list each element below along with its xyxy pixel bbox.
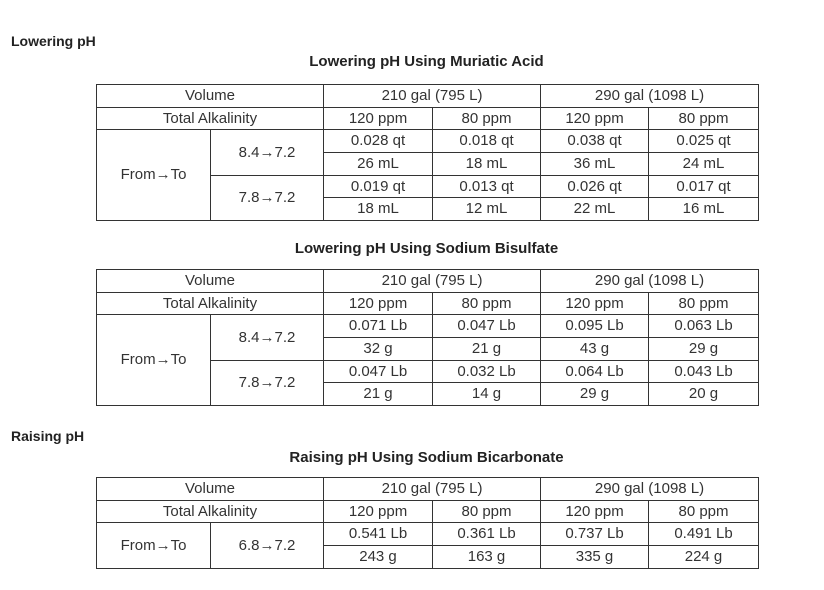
- table-cell: 21 g: [432, 337, 542, 361]
- table-row: 21 g 14 g 29 g 20 g: [97, 382, 760, 407]
- table-cell: 24 mL: [648, 152, 760, 176]
- table-cell: 8.4→7.2: [209, 129, 325, 176]
- table-cell: 22 mL: [540, 197, 650, 222]
- table-cell: 7.8→7.2: [209, 359, 325, 407]
- table-cell: 0.013 qt: [432, 174, 542, 199]
- table-cell: 36 mL: [540, 152, 650, 176]
- table-cell: 0.491 Lb: [648, 522, 760, 547]
- table-cell: 120 ppm: [540, 291, 650, 316]
- table-cell: 21 g: [323, 382, 434, 407]
- table-cell: 0.026 qt: [540, 174, 650, 199]
- table-cell: 12 mL: [432, 197, 542, 222]
- table-title: Lowering pH Using Muriatic Acid: [309, 53, 544, 70]
- alkalinity-row: Total Alkalinity 120 ppm 80 ppm 120 ppm 80 p…: [95, 106, 760, 131]
- alkalinity-row: Total Alkalinity 120 ppm 80 ppm 120 ppm 80 p…: [95, 291, 760, 316]
- table-cell: 26 mL: [323, 152, 434, 176]
- table-cell: 0.071 Lb: [323, 314, 434, 339]
- table-cell: 29 g: [540, 382, 650, 407]
- table-row: 243 g 163 g 335 g 224 g: [97, 545, 760, 569]
- table-cell: 80 ppm: [648, 106, 760, 131]
- table-cell: 0.737 Lb: [540, 522, 650, 547]
- table-cell: 80 ppm: [432, 499, 542, 524]
- table-cell: 290 gal (1098 L): [540, 84, 760, 108]
- table-cell: 43 g: [540, 337, 650, 361]
- volume-row: Volume 210 gal (795 L) 290 gal (1098 L): [95, 84, 760, 108]
- table-cell: 18 mL: [323, 197, 434, 222]
- table-cell: 210 gal (795 L): [323, 84, 542, 108]
- table-cell: 120 ppm: [540, 499, 650, 524]
- table-cell: 0.025 qt: [648, 129, 760, 154]
- table-cell: 80 ppm: [432, 291, 542, 316]
- table-title: Lowering pH Using Sodium Bisulfate: [294, 240, 559, 257]
- table-cell: From→To: [96, 314, 211, 407]
- table-row: 7.8→7.2 0.047 Lb 0.032 Lb 0.064 Lb 0.043 Lb: [97, 359, 760, 407]
- sodium-bisulfate-table: Volume 210 gal (795 L) 290 gal (1098 L) Tot…: [95, 269, 760, 407]
- table-cell: 80 ppm: [648, 291, 760, 316]
- table-cell: 0.018 qt: [432, 129, 542, 154]
- table-cell: 6.8→7.2: [209, 522, 325, 569]
- muriatic-acid-table: Volume 210 gal (795 L) 290 gal (1098 L) Tot…: [95, 84, 760, 222]
- table-cell: From→To: [96, 522, 211, 569]
- table-cell: 224 g: [648, 545, 760, 569]
- table-cell: Total Alkalinity: [95, 291, 325, 316]
- table-title: Raising pH Using Sodium Bicarbonate: [289, 449, 564, 466]
- table-cell: 80 ppm: [432, 106, 542, 131]
- table-row: 7.8→7.2 0.019 qt 0.013 qt 0.026 qt 0.017 qt: [97, 174, 760, 222]
- table-cell: Volume: [95, 84, 325, 108]
- table-cell: 0.541 Lb: [323, 522, 434, 547]
- table-cell: 0.064 Lb: [540, 359, 650, 384]
- table-cell: 0.361 Lb: [432, 522, 542, 547]
- table-cell: 7.8→7.2: [209, 174, 325, 222]
- table-cell: 0.019 qt: [323, 174, 434, 199]
- table-cell: 290 gal (1098 L): [540, 477, 760, 501]
- table-row: From→To 8.4→7.2 0.028 qt 0.018 qt 0.038 qt 0.…: [96, 129, 760, 222]
- table-cell: 0.047 Lb: [432, 314, 542, 339]
- table-cell: 32 g: [323, 337, 434, 361]
- table-cell: 14 g: [432, 382, 542, 407]
- table-cell: 210 gal (795 L): [323, 269, 542, 293]
- table-cell: 210 gal (795 L): [323, 477, 542, 501]
- table-cell: 120 ppm: [323, 291, 434, 316]
- table-cell: 16 mL: [648, 197, 760, 222]
- table-row: From→To 8.4→7.2 0.071 Lb 0.047 Lb 0.095 Lb 0.…: [96, 314, 760, 407]
- table-cell: 29 g: [648, 337, 760, 361]
- volume-row: Volume 210 gal (795 L) 290 gal (1098 L): [95, 477, 760, 501]
- table-cell: 0.038 qt: [540, 129, 650, 154]
- volume-row: Volume 210 gal (795 L) 290 gal (1098 L): [95, 269, 760, 293]
- table-cell: 8.4→7.2: [209, 314, 325, 361]
- section-heading: Raising pH: [11, 428, 85, 444]
- table-cell: 0.047 Lb: [323, 359, 434, 384]
- table-cell: 0.017 qt: [648, 174, 760, 199]
- table-row: 18 mL 12 mL 22 mL 16 mL: [97, 197, 760, 222]
- table-cell: 120 ppm: [540, 106, 650, 131]
- table-cell: 0.095 Lb: [540, 314, 650, 339]
- table-cell: 0.032 Lb: [432, 359, 542, 384]
- table-cell: Volume: [95, 477, 325, 501]
- table-cell: Total Alkalinity: [95, 499, 325, 524]
- table-cell: 120 ppm: [323, 499, 434, 524]
- section-heading: Lowering pH: [11, 33, 96, 49]
- table-cell: Volume: [95, 269, 325, 293]
- table-cell: 18 mL: [432, 152, 542, 176]
- table-cell: 163 g: [432, 545, 542, 569]
- table-cell: 290 gal (1098 L): [540, 269, 760, 293]
- table-cell: From→To: [96, 129, 211, 222]
- table-row: From→To 6.8→7.2 0.541 Lb 0.361 Lb 0.737 Lb 0.…: [96, 522, 760, 569]
- table-cell: 243 g: [323, 545, 434, 569]
- table-cell: 80 ppm: [648, 499, 760, 524]
- table-cell: 0.063 Lb: [648, 314, 760, 339]
- sodium-bicarbonate-table: Volume 210 gal (795 L) 290 gal (1098 L) Tot…: [95, 477, 760, 569]
- table-cell: 120 ppm: [323, 106, 434, 131]
- table-cell: Total Alkalinity: [95, 106, 325, 131]
- table-cell: 0.028 qt: [323, 129, 434, 154]
- alkalinity-row: Total Alkalinity 120 ppm 80 ppm 120 ppm 80 p…: [95, 499, 760, 524]
- table-cell: 20 g: [648, 382, 760, 407]
- table-cell: 0.043 Lb: [648, 359, 760, 384]
- table-cell: 335 g: [540, 545, 650, 569]
